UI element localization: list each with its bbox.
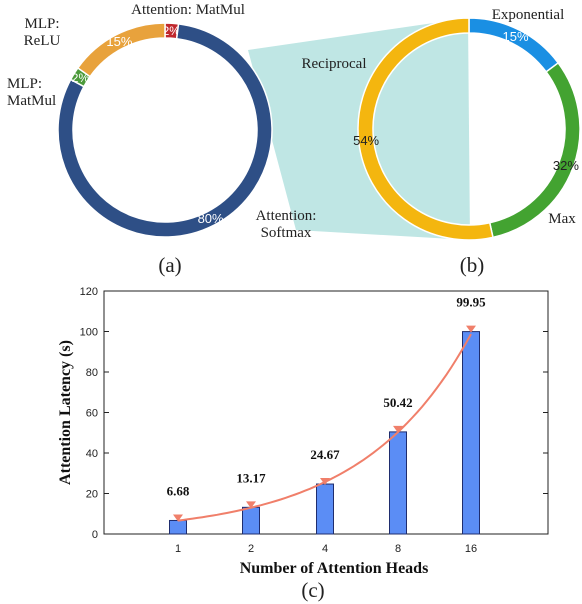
bar (389, 431, 407, 535)
bar-value-label: 13.17 (236, 470, 266, 485)
bar (316, 483, 334, 535)
slice-percent-label: 80% (198, 211, 224, 226)
slice-percent-label: 15% (106, 34, 132, 49)
slice-category-label: Reciprocal (302, 56, 367, 72)
y-tick-label: 120 (80, 286, 98, 298)
slice-category-label: MLP: MatMul (7, 76, 56, 109)
x-tick-label: 2 (248, 543, 254, 555)
donut-slice (468, 17, 560, 73)
donut-slice (76, 22, 166, 78)
trend-marker (320, 478, 330, 486)
bar (242, 506, 260, 535)
bar (169, 519, 187, 535)
trend-marker (466, 325, 476, 333)
x-tick-label: 4 (322, 543, 328, 555)
caption-a: (a) (158, 253, 181, 277)
y-tick-label: 60 (86, 408, 98, 420)
y-tick-label: 20 (86, 489, 98, 501)
x-tick-label: 8 (395, 543, 401, 555)
slice-percent-label: 15% (503, 29, 529, 44)
bar-value-label: 24.67 (310, 447, 340, 462)
donut-chart-b: 15% Exponential 32% Max 54% Reciprocal (302, 7, 581, 241)
x-axis-label: Number of Attention Heads (240, 560, 429, 577)
donut-slice (357, 17, 494, 241)
bar-value-label: 99.95 (456, 295, 486, 310)
trend-marker (393, 425, 403, 433)
slice-category-label: Max (548, 211, 576, 227)
bar-value-label: 50.42 (383, 395, 412, 410)
slice-category-label: MLP: ReLU (24, 16, 61, 49)
slice-category-label: Attention: Softmax (256, 208, 317, 241)
x-tick-label: 16 (465, 543, 477, 555)
donut-chart-a: 2% Attention: MatMul 80% Attention: Softmax 2… (7, 2, 316, 241)
slice-category-label: Attention: MatMul (131, 2, 245, 18)
y-tick-label: 100 (80, 327, 98, 339)
slice-percent-label: 32% (553, 158, 579, 173)
slice-category-label: Exponential (492, 7, 564, 23)
slice-percent-label: 2% (163, 24, 181, 38)
bar-chart-c: 0 20 40 60 80 100 120 1 2 4 8 16 6.68 13.17 24.67 50.42… (57, 286, 549, 577)
caption-c: (c) (301, 578, 324, 602)
trend-marker (246, 501, 256, 509)
y-tick-label: 0 (92, 529, 98, 541)
slice-percent-label: 54% (353, 133, 379, 148)
slice-percent-label: 2% (72, 71, 90, 85)
bar-value-label: 6.68 (167, 483, 190, 498)
x-tick-label: 1 (175, 543, 181, 555)
donut-slice (57, 23, 273, 238)
y-tick-label: 80 (86, 367, 98, 379)
caption-b: (b) (460, 253, 485, 277)
y-tick-label: 40 (86, 448, 98, 460)
bar (462, 331, 480, 535)
y-axis-label: Attention Latency (s) (57, 340, 74, 485)
trend-marker (173, 514, 183, 522)
